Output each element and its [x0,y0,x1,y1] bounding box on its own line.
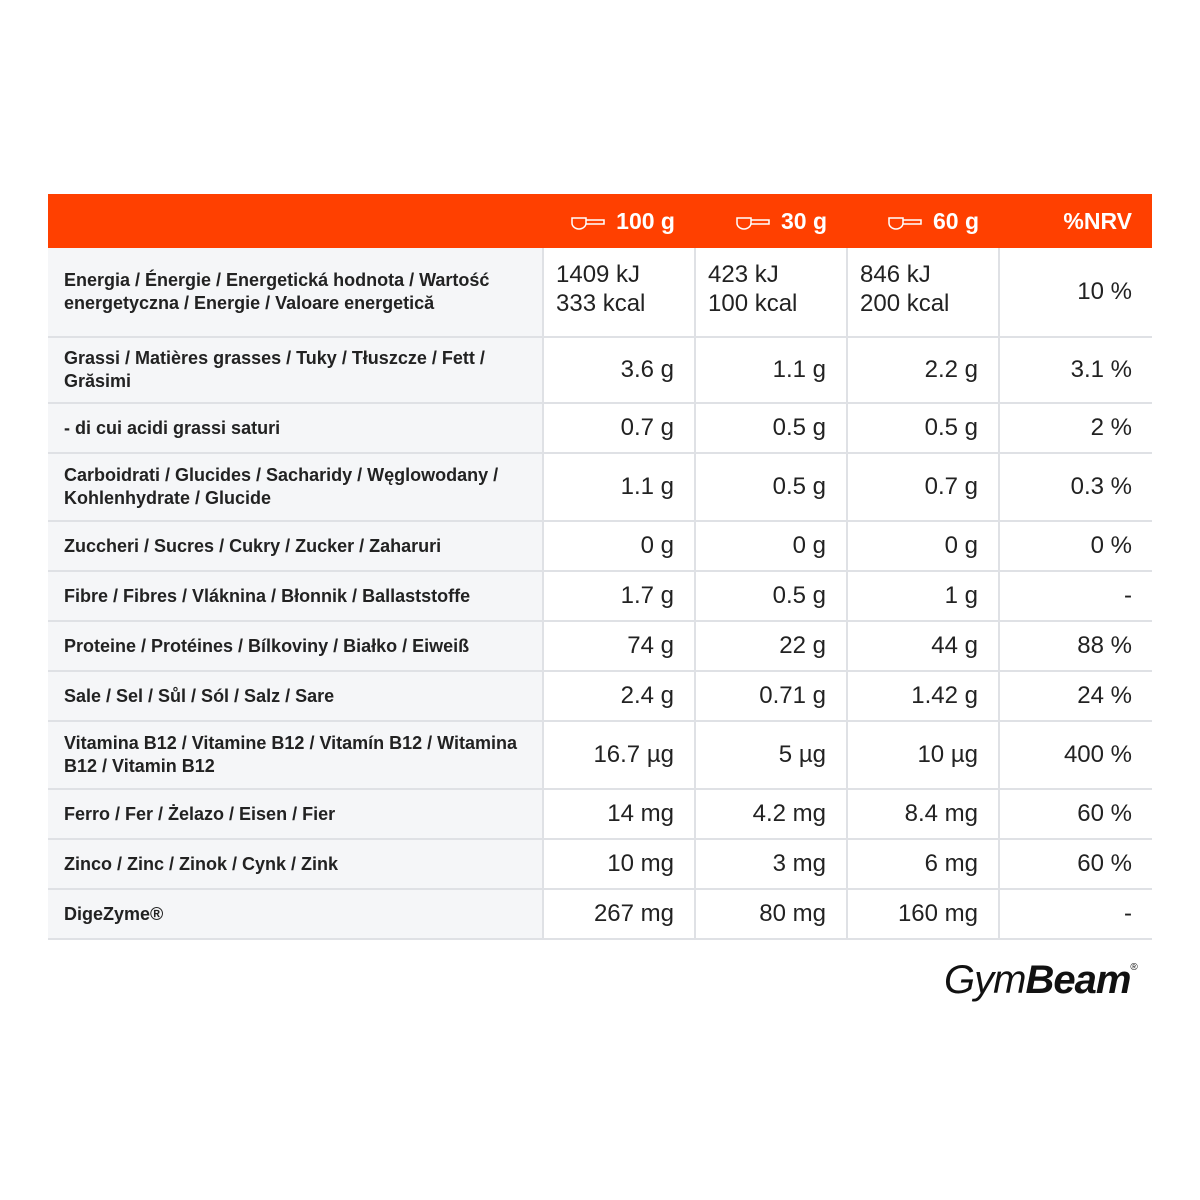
row-label: Carboidrati / Glucides / Sacharidy / Węg… [48,452,544,522]
table-row: Vitamina B12 / Vitamine B12 / Vitamín B1… [48,720,1152,790]
table-row: Energia / Énergie / Energetická hodnota … [48,248,1152,338]
row-label: Zuccheri / Sucres / Cukry / Zucker / Zah… [48,520,544,572]
value-line: 423 kJ [708,261,779,288]
value-cell: 2 % [998,402,1152,454]
value-cell: 44 g [846,620,1000,672]
logo-mark: ® [1130,962,1137,973]
value-cell: 14 mg [542,788,696,840]
header-cell: 60 g [847,194,999,248]
header-cell [48,194,543,248]
header-text: 60 g [932,207,979,234]
value-cell: 80 mg [694,888,848,940]
value-line: 846 kJ [860,261,931,288]
value-cell: 0.3 % [998,452,1152,522]
header-cell: 100 g [543,194,695,248]
value-cell: - [998,888,1152,940]
nutrition-table-wrap: 100 g 30 g 60 g %NRV Energia / Énergie / En… [48,194,1152,940]
value-cell: 0 % [998,520,1152,572]
header-row: 100 g 30 g 60 g %NRV [48,194,1152,248]
table-row: Grassi / Matières grasses / Tuky / Tłusz… [48,336,1152,404]
row-label: Fibre / Fibres / Vláknina / Błonnik / Ba… [48,570,544,622]
value-cell: 1409 kJ 333 kcal [542,248,696,338]
value-cell: 8.4 mg [846,788,1000,840]
scoop-icon [571,217,605,231]
row-label: Ferro / Fer / Żelazo / Eisen / Fier [48,788,544,840]
value-line: 333 kcal [556,290,646,317]
row-label: Zinco / Zinc / Zinok / Cynk / Zink [48,838,544,890]
value-cell: 3.1 % [998,336,1152,404]
logo-light: Gym [944,958,1026,1002]
value-cell: 3 mg [694,838,848,890]
value-line: 100 kcal [708,290,798,317]
value-cell: 6 mg [846,838,1000,890]
value-cell: 1.7 g [542,570,696,622]
value-cell: - [998,570,1152,622]
value-cell: 1 g [846,570,1000,622]
header-text: %NRV [1063,207,1132,234]
value-line: 200 kcal [860,290,950,317]
header-text: 100 g [616,207,675,234]
value-cell: 4.2 mg [694,788,848,840]
row-label: Energia / Énergie / Energetická hodnota … [48,248,544,338]
table-row: Sale / Sel / Sůl / Sól / Salz / Sare 2.4 … [48,670,1152,722]
value-cell: 0.5 g [694,402,848,454]
value-cell: 0 g [542,520,696,572]
value-cell: 267 mg [542,888,696,940]
row-label: Vitamina B12 / Vitamine B12 / Vitamín B1… [48,720,544,790]
header-cell: 30 g [695,194,847,248]
value-cell: 5 µg [694,720,848,790]
header-text: 30 g [780,207,827,234]
value-cell: 16.7 µg [542,720,696,790]
nutrition-table: 100 g 30 g 60 g %NRV Energia / Énergie / En… [48,194,1152,940]
value-cell: 60 % [998,788,1152,840]
table-row: Zinco / Zinc / Zinok / Cynk / Zink 10 mg 3… [48,838,1152,890]
value-cell: 1.1 g [542,452,696,522]
row-label: Grassi / Matières grasses / Tuky / Tłusz… [48,336,544,404]
value-cell: 3.6 g [542,336,696,404]
value-cell: 0 g [694,520,848,572]
value-cell: 0.7 g [846,452,1000,522]
value-cell: 60 % [998,838,1152,890]
value-cell: 24 % [998,670,1152,722]
value-cell: 0.5 g [846,402,1000,454]
row-label: Proteine / Protéines / Bílkoviny / Białk… [48,620,544,672]
table-row: Zuccheri / Sucres / Cukry / Zucker / Zah… [48,520,1152,572]
value-cell: 2.2 g [846,336,1000,404]
table-row: Ferro / Fer / Żelazo / Eisen / Fier 14 mg… [48,788,1152,840]
value-cell: 1.1 g [694,336,848,404]
scoop-icon [736,217,770,231]
value-cell: 0.7 g [542,402,696,454]
logo: GymBeam® [944,958,1154,1008]
value-cell: 10 µg [846,720,1000,790]
value-cell: 74 g [542,620,696,672]
value-line: 1409 kJ [556,261,641,288]
value-cell: 10 % [998,248,1152,338]
value-cell: 423 kJ 100 kcal [694,248,848,338]
row-label: DigeZyme® [48,888,544,940]
scoop-icon [888,217,922,231]
value-cell: 846 kJ 200 kcal [846,248,1000,338]
logo-bold: Beam [1025,958,1131,1002]
value-cell: 1.42 g [846,670,1000,722]
table-row: DigeZyme® 267 mg 80 mg 160 mg - [48,888,1152,940]
value-cell: 0.5 g [694,452,848,522]
value-cell: 0.71 g [694,670,848,722]
value-cell: 400 % [998,720,1152,790]
header-cell: %NRV [999,194,1152,248]
table-row: Carboidrati / Glucides / Sacharidy / Węg… [48,452,1152,522]
table-row: Fibre / Fibres / Vláknina / Błonnik / Ba… [48,570,1152,622]
value-cell: 0.5 g [694,570,848,622]
table-row: - di cui acidi grassi saturi 0.7 g 0.5 g 0.… [48,402,1152,454]
value-cell: 22 g [694,620,848,672]
value-cell: 88 % [998,620,1152,672]
value-cell: 10 mg [542,838,696,890]
row-label: Sale / Sel / Sůl / Sól / Salz / Sare [48,670,544,722]
row-label: - di cui acidi grassi saturi [48,402,544,454]
value-cell: 0 g [846,520,1000,572]
table-row: Proteine / Protéines / Bílkoviny / Białk… [48,620,1152,672]
value-cell: 160 mg [846,888,1000,940]
value-cell: 2.4 g [542,670,696,722]
